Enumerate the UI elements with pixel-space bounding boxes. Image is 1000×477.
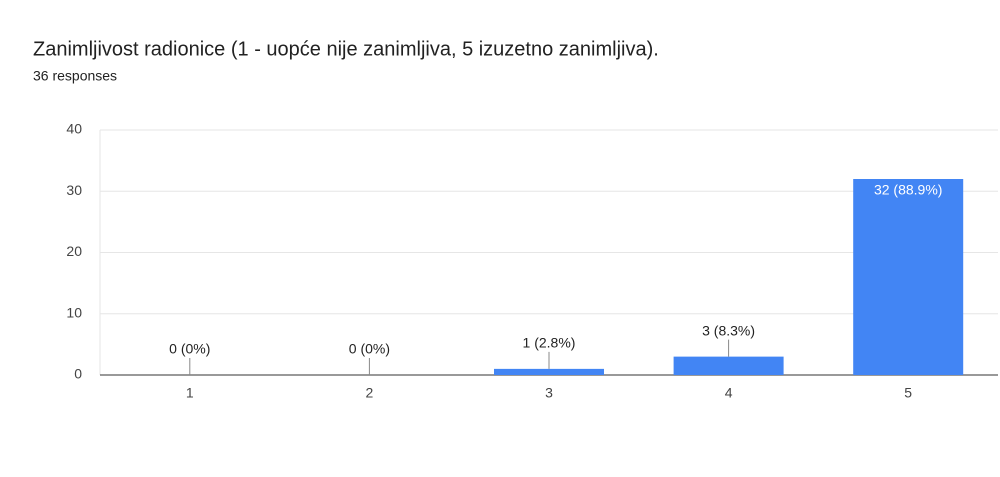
x-tick-label: 5 (904, 385, 912, 401)
bar (853, 179, 964, 375)
y-tick-label: 30 (66, 182, 82, 198)
bar (494, 368, 604, 375)
chart-subtitle: 36 responses (33, 68, 117, 84)
value-label: 1 (2.8%) (523, 335, 576, 351)
value-label: 3 (8.3%) (702, 322, 755, 338)
value-label: 32 (88.9%) (874, 182, 942, 198)
bar (673, 356, 784, 375)
chart-title: Zanimljivost radionice (1 - uopće nije z… (33, 38, 659, 60)
y-tick-label: 0 (74, 366, 82, 382)
x-tick-label: 3 (545, 385, 553, 401)
y-tick-label: 20 (66, 243, 82, 259)
y-tick-label: 40 (66, 121, 82, 137)
value-label: 0 (0%) (349, 341, 390, 357)
y-tick-label: 10 (66, 304, 82, 320)
value-label: 0 (0%) (169, 341, 210, 357)
x-tick-label: 4 (725, 385, 733, 401)
x-tick-label: 1 (186, 385, 194, 401)
x-tick-label: 2 (366, 385, 374, 401)
